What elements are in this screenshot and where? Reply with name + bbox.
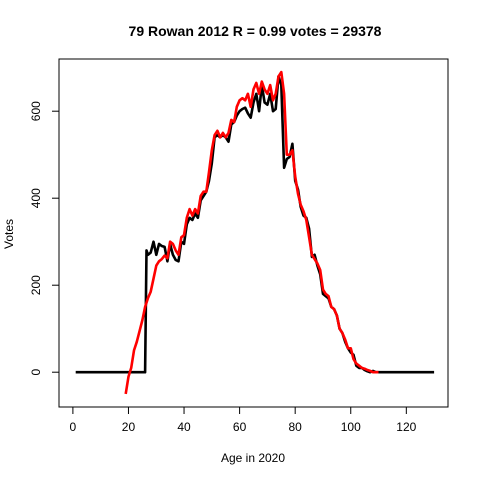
x-tick-label: 40 — [177, 420, 191, 434]
x-tick-label: 20 — [122, 420, 136, 434]
y-axis-label: Votes — [2, 219, 16, 249]
x-axis-label: Age in 2020 — [221, 451, 285, 465]
x-tick-label: 100 — [341, 420, 361, 434]
series-line-0 — [75, 75, 435, 374]
y-tick-label: 0 — [29, 369, 43, 376]
plot-frame — [58, 58, 449, 408]
x-tick-label: 0 — [70, 420, 77, 434]
y-tick-label: 400 — [29, 188, 43, 208]
x-axis: 0 20 40 60 80 100 120 — [70, 406, 417, 434]
x-tick-label: 60 — [233, 420, 247, 434]
series-layer — [75, 70, 435, 395]
y-tick-label: 200 — [29, 275, 43, 295]
series-line-1 — [124, 70, 379, 395]
x-tick-label: 120 — [396, 420, 416, 434]
x-tick-label: 80 — [288, 420, 302, 434]
y-tick-label: 600 — [29, 101, 43, 121]
chart-title: 79 Rowan 2012 R = 0.99 votes = 29378 — [129, 23, 382, 39]
y-axis: 0 200 400 600 — [29, 101, 60, 376]
